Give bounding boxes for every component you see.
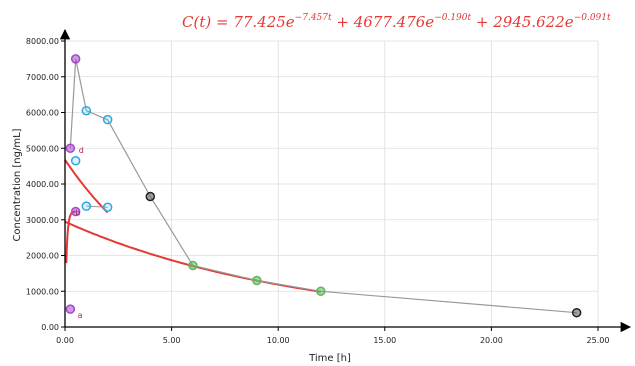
x-tick-label: 25.00 bbox=[587, 336, 610, 345]
point-label: a bbox=[78, 311, 83, 320]
eq-part-lhs: C(t) = 77.425e bbox=[182, 13, 295, 31]
point-labels: d b a bbox=[76, 146, 84, 320]
x-tick-label: 0.00 bbox=[56, 336, 74, 345]
data-point bbox=[102, 114, 113, 125]
data-point bbox=[81, 201, 92, 211]
equation-label: C(t) = 77.425e−7.457t + 4677.476e−0.190t… bbox=[182, 13, 611, 31]
point-label: b bbox=[76, 209, 81, 218]
data-point bbox=[70, 156, 81, 166]
data-point bbox=[252, 275, 262, 286]
eq-part-mid1: + 4677.476e bbox=[332, 13, 435, 31]
y-tick-label: 5000.00 bbox=[26, 144, 59, 153]
y-ticks: 0.00 1000.00 2000.00 3000.00 4000.00 5000.00 6… bbox=[26, 37, 65, 332]
y-axis-title: Concentration [ng/mL] bbox=[12, 128, 23, 241]
data-point bbox=[70, 54, 81, 64]
eq-exp-1: −7.457t bbox=[295, 13, 332, 23]
x-ticks: 0.00 5.00 10.00 15.00 20.00 25.00 bbox=[56, 327, 609, 345]
data-point bbox=[316, 286, 326, 296]
fit-curve-beta bbox=[64, 159, 109, 214]
fit-curve-gamma bbox=[64, 220, 321, 293]
eq-exp-3: −0.091t bbox=[574, 13, 611, 23]
y-tick-label: 7000.00 bbox=[26, 73, 59, 82]
y-tick-label: 4000.00 bbox=[26, 180, 59, 189]
eq-exp-2: −0.190t bbox=[434, 13, 471, 23]
grid bbox=[65, 40, 599, 327]
x-tick-label: 10.00 bbox=[267, 336, 290, 345]
data-points bbox=[65, 54, 582, 318]
observed-line bbox=[69, 58, 577, 314]
observed-polyline bbox=[69, 58, 577, 314]
y-tick-label: 8000.00 bbox=[26, 37, 59, 46]
y-tick-label: 3000.00 bbox=[26, 216, 59, 225]
x-tick-label: 20.00 bbox=[480, 336, 503, 345]
data-point bbox=[65, 143, 76, 153]
data-point bbox=[188, 260, 198, 271]
x-tick-label: 15.00 bbox=[373, 336, 396, 345]
data-point bbox=[70, 206, 81, 217]
y-tick-label: 2000.00 bbox=[26, 252, 59, 261]
data-point bbox=[65, 304, 76, 314]
y-tick-label: 6000.00 bbox=[26, 109, 59, 118]
x-axis-title: Time [h] bbox=[308, 353, 351, 364]
x-tick-label: 5.00 bbox=[163, 336, 181, 345]
data-point bbox=[145, 191, 156, 202]
data-point bbox=[102, 202, 113, 212]
eq-part-mid2: + 2945.622e bbox=[471, 13, 574, 31]
point-label: d bbox=[79, 146, 84, 155]
data-point bbox=[571, 307, 582, 318]
data-point bbox=[81, 105, 92, 116]
fit-curves bbox=[64, 159, 321, 293]
y-tick-label: 0.00 bbox=[41, 323, 59, 332]
y-tick-label: 1000.00 bbox=[26, 287, 59, 296]
